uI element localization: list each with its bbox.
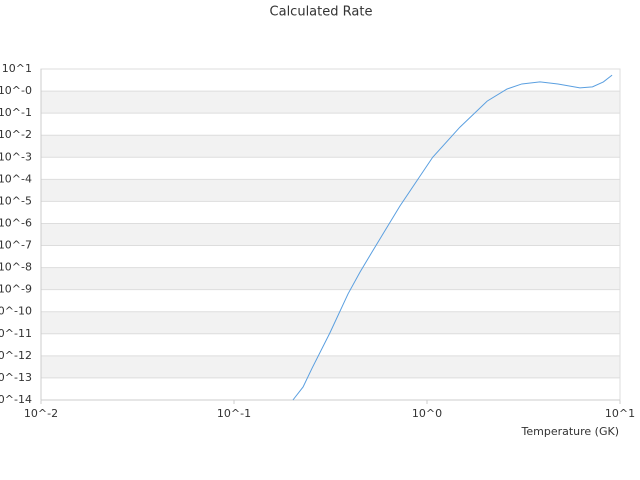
y-tick-label: 10^1	[2, 62, 32, 75]
y-tick-label: 10^-5	[0, 194, 32, 207]
x-tick-label: 10^1	[605, 407, 635, 420]
y-tick-label: 10^-2	[0, 128, 32, 141]
x-tick-label: 10^0	[412, 407, 442, 420]
y-tick-label: 10^-4	[0, 172, 32, 185]
grid-band	[41, 311, 620, 334]
y-tick-label: 10^-14	[0, 393, 32, 406]
x-axis-label: Temperature (GK)	[521, 425, 620, 438]
y-tick-label: 10^-1	[0, 106, 32, 119]
x-tick-label: 10^-2	[24, 407, 58, 420]
chart-title: Calculated Rate	[270, 5, 373, 20]
y-tick-label: 10^-3	[0, 150, 32, 163]
y-tick-label: 10^-13	[0, 371, 32, 384]
grid-band	[41, 223, 620, 246]
y-tick-label: 10^-7	[0, 239, 32, 252]
data-line	[292, 74, 613, 401]
grid-band	[41, 91, 620, 114]
y-tick-label: 10^-0	[0, 84, 32, 97]
y-tick-label: 10^-11	[0, 327, 32, 340]
grid-band	[41, 267, 620, 290]
y-tick-label: 10^-6	[0, 216, 32, 229]
x-tick-label: 10^-1	[217, 407, 251, 420]
grid-band	[41, 135, 620, 158]
y-tick-label: 10^-10	[0, 305, 32, 318]
y-tick-label: 10^-9	[0, 283, 32, 296]
y-tick-label: 10^-12	[0, 349, 32, 362]
y-tick-label: 10^-8	[0, 261, 32, 274]
grid-band	[41, 355, 620, 378]
grid-band	[41, 179, 620, 202]
